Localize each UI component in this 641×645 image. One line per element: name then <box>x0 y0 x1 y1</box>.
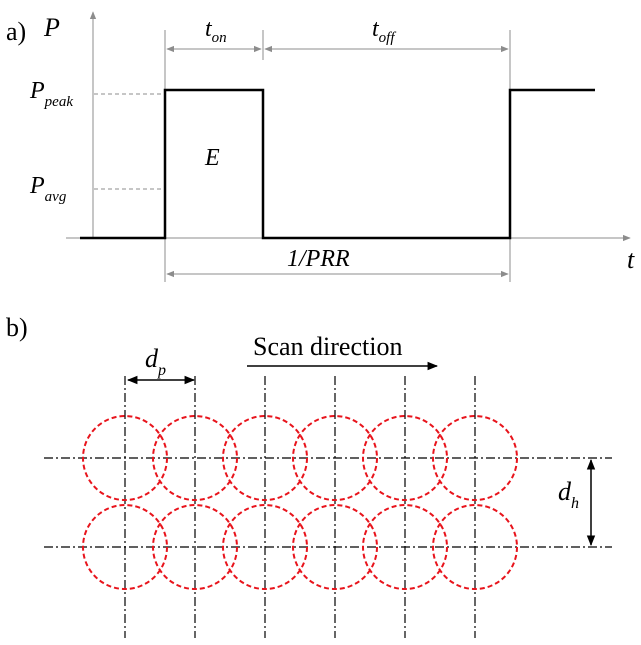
x-axis-label: t <box>627 245 635 274</box>
dh-label: dh <box>558 477 579 512</box>
laser-spot <box>222 504 308 590</box>
laser-spot <box>362 504 448 590</box>
energy-label: E <box>204 145 220 171</box>
y-axis-label: P <box>43 13 60 42</box>
t-on-label: ton <box>205 16 227 46</box>
laser-spot <box>362 415 448 501</box>
laser-spot <box>292 415 378 501</box>
laser-spot <box>432 415 518 501</box>
laser-spot <box>432 504 518 590</box>
laser-spots <box>82 415 518 590</box>
scan-direction-label: Scan direction <box>253 332 402 361</box>
t-off-label: toff <box>372 16 396 46</box>
dp-label: dp <box>145 344 166 379</box>
laser-spot <box>222 415 308 501</box>
panel-b-label: b) <box>6 313 28 342</box>
laser-spot <box>152 415 238 501</box>
laser-spot <box>82 504 168 590</box>
p-peak-label: Ppeak <box>29 78 73 110</box>
scan-grid <box>44 376 612 638</box>
laser-spot <box>152 504 238 590</box>
pulse-waveform <box>80 88 595 240</box>
laser-spot <box>82 415 168 501</box>
period-label: 1/PRR <box>287 246 350 272</box>
p-avg-label: Pavg <box>29 173 67 205</box>
laser-spot <box>292 504 378 590</box>
panel-b: b) Scan direction dp dh <box>6 313 612 638</box>
panel-a-label: a) <box>6 17 26 46</box>
panel-a: a) P t ton toff Ppeak Pavg E 1/PRR <box>6 11 635 282</box>
